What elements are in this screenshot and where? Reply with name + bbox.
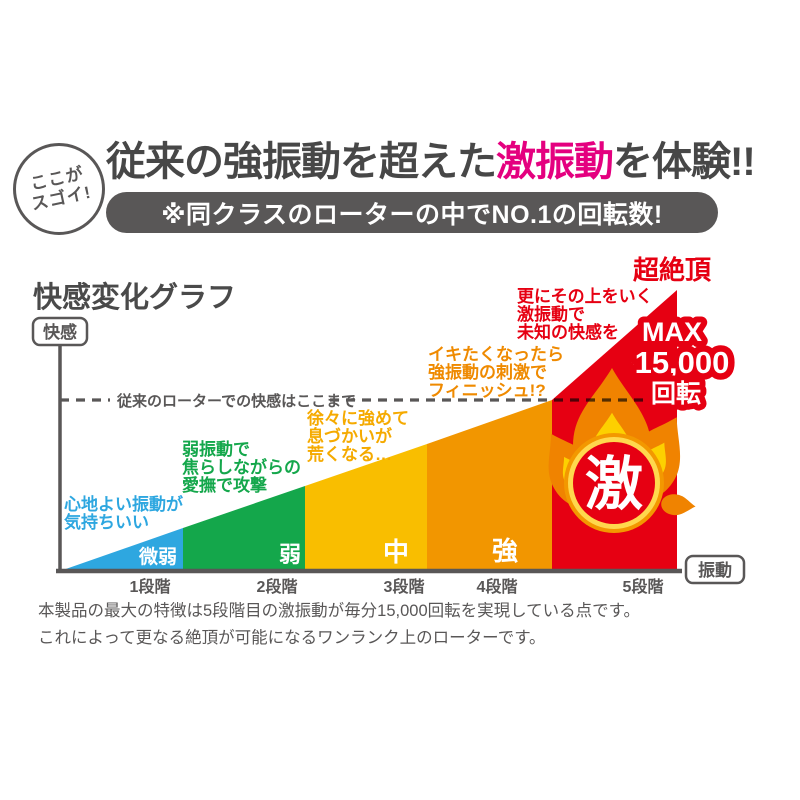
tick-stage-1: 1段階: [130, 577, 171, 596]
annotation-stage1: 心地よい振動が 気持ちいい: [63, 494, 183, 532]
svg-text:未知の快感を: 未知の快感を: [516, 322, 619, 342]
stage-label-5: 激: [585, 452, 643, 517]
svg-text:息づかいが: 息づかいが: [307, 426, 392, 446]
svg-text:焦らしながらの: 焦らしながらの: [181, 457, 301, 477]
annotation-stage3: 徐々に強めて 息づかいが 荒くなる…: [306, 408, 409, 464]
stage-label-3: 中: [383, 537, 409, 567]
svg-text:心地よい振動が: 心地よい振動が: [64, 494, 183, 514]
annotation-stage5: 更にその上をいく 激振動で 未知の快感を: [516, 287, 653, 342]
footer-line2: これによって更なる絶頂が可能になるワンランク上のローターです。: [38, 629, 546, 647]
y-axis-label: 快感: [43, 322, 77, 342]
stage-label-1: 微弱: [138, 545, 177, 568]
annotation-stage2: 弱振動で 焦らしながらの 愛撫で攻撃: [181, 439, 301, 495]
x-axis-label-box: 振動: [684, 554, 746, 585]
stage-area-3: [305, 444, 427, 571]
chart-title: 快感変化グラフ: [33, 282, 237, 314]
svg-text:気持ちいい: 気持ちいい: [63, 512, 149, 532]
headline: 従来の強振動を超えた激振動を体験!!: [106, 129, 796, 187]
peak-label: 超絶頂: [633, 255, 712, 285]
stage-area-2: [183, 486, 305, 571]
tick-stage-2: 2段階: [257, 577, 298, 596]
hook-badge: ここが スゴイ!: [13, 143, 105, 235]
y-axis-label-box: 快感: [31, 316, 89, 347]
svg-text:フィニッシュ!?: フィニッシュ!?: [428, 381, 546, 400]
tick-stage-3: 3段階: [384, 577, 425, 596]
pleasure-chart: 激 従来のローターでの快感はここまで 快感 振動 微弱 弱 中 強 1段階 2段…: [31, 255, 746, 596]
tick-stage-4: 4段階: [477, 577, 518, 596]
footer-line1: 本製品の最大の特徴は5段階目の激振動が毎分15,000回転を実現している点です。: [38, 602, 640, 620]
max-unit: 回転: [651, 380, 701, 408]
svg-text:更にその上をいく: 更にその上をいく: [517, 287, 653, 306]
sub-banner-text: ※同クラスのローターの中でNO.1の回転数!: [161, 200, 663, 229]
max-prefix: 毎分: [630, 355, 643, 379]
stage-area-4: [427, 400, 552, 571]
tick-stage-5: 5段階: [623, 577, 664, 596]
headline-pre: 従来の強振動を超えた: [106, 140, 497, 184]
max-word: MAX: [642, 317, 702, 347]
svg-text:激振動で: 激振動で: [517, 304, 585, 324]
stage-label-2: 弱: [279, 542, 301, 567]
headline-emphasis: 激振動: [496, 140, 614, 184]
svg-text:強振動の刺激で: 強振動の刺激で: [428, 362, 547, 382]
stage-area-1: [60, 528, 183, 571]
reference-line-label: 従来のローターでの快感はここまで: [116, 392, 356, 410]
footer-description: 本製品の最大の特徴は5段階目の激振動が毎分15,000回転を実現している点です。…: [38, 598, 640, 652]
max-value: 15,000: [635, 345, 730, 380]
hook-badge-text: ここが スゴイ!: [25, 163, 93, 215]
max-rotation-badge: MAX 毎分 15,000 回転: [626, 311, 736, 414]
svg-text:愛撫で攻撃: 愛撫で攻撃: [182, 475, 267, 495]
annotation-stage4: イキたくなったら 強振動の刺激で フィニッシュ!?: [428, 345, 564, 400]
svg-text:弱振動で: 弱振動で: [182, 439, 250, 459]
svg-text:荒くなる…: 荒くなる…: [306, 444, 392, 464]
geki-medal: 激: [564, 433, 664, 533]
x-axis-label: 振動: [698, 560, 732, 580]
stage-label-4: 強: [492, 536, 518, 566]
headline-post: を体験!!: [613, 140, 756, 184]
svg-text:イキたくなったら: イキたくなったら: [428, 345, 564, 364]
sub-banner: ※同クラスのローターの中でNO.1の回転数!: [106, 192, 718, 233]
svg-text:徐々に強めて: 徐々に強めて: [306, 408, 409, 428]
